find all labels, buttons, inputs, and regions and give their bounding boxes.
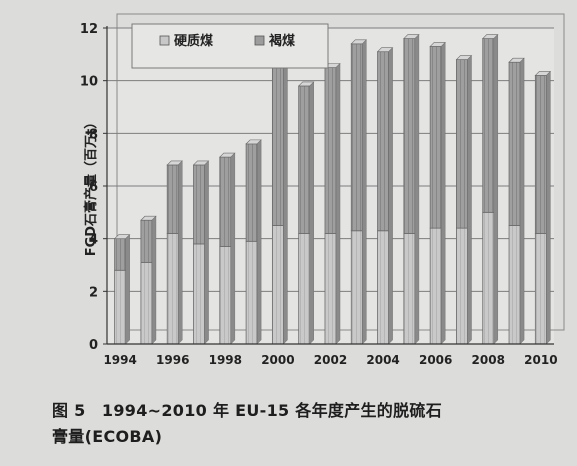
axes: 0 2 4 6 8 10 12 1994 1996 1998 2000 2002 2004 2006 200…	[80, 22, 558, 367]
x-tick-label: 1998	[209, 353, 242, 367]
bar-side-2005	[414, 34, 420, 345]
bar-lignite-1997	[193, 164, 205, 245]
bar-hard-coal-2003	[350, 230, 363, 345]
y-tick-label: 10	[80, 75, 98, 90]
bar-hard-coal-1999	[245, 240, 258, 345]
bar-side-1999	[256, 139, 262, 345]
bar-hard-coal-1994	[114, 269, 127, 345]
x-tick-label: 2002	[314, 353, 347, 367]
y-axis-label: FGD石膏产量（百万t）	[83, 116, 99, 257]
caption-line-1: 图 5 1994~2010 年 EU-15 各年度产生的脱硫石	[52, 401, 443, 420]
legend-label: 硬质煤	[174, 33, 213, 49]
bar-hard-coal-1998	[219, 246, 232, 345]
bar-side-2008	[493, 34, 498, 345]
bar-lignite-2005	[403, 38, 416, 234]
bar-hard-coal-2007	[456, 227, 468, 345]
x-tick-label: 2004	[366, 353, 399, 367]
bar-lignite-1999	[245, 143, 258, 242]
bar-hard-coal-2005	[403, 232, 416, 345]
bar-lignite-1995	[140, 219, 153, 263]
legend-swatch	[159, 35, 170, 46]
bar-side-1996	[178, 160, 183, 345]
bar-hard-coal-1997	[193, 243, 205, 345]
bar-side-2007	[467, 55, 472, 345]
bar-hard-coal-2010	[534, 232, 547, 345]
x-tick-label: 1994	[103, 353, 136, 367]
bar-lignite-1998	[219, 156, 232, 247]
bar-lignite-2003	[350, 43, 363, 232]
bars	[113, 34, 552, 345]
y-tick-label: 2	[89, 285, 98, 300]
bar-side-2001	[309, 81, 314, 345]
bar-hard-coal-2000	[271, 225, 284, 345]
bar-hard-coal-1995	[140, 261, 153, 345]
bar-side-2002	[335, 63, 341, 345]
bar-hard-coal-2001	[298, 232, 311, 345]
legend-swatch	[254, 35, 265, 46]
bar-lignite-2004	[377, 51, 390, 232]
bar-lignite-2006	[429, 46, 442, 229]
bar-lignite-2000	[271, 61, 284, 226]
x-tick-label: 2010	[524, 353, 557, 367]
bar-side-2009	[519, 57, 525, 345]
x-tick-label: 2006	[419, 353, 452, 367]
y-tick-label: 6	[89, 180, 98, 195]
bar-side-1998	[230, 152, 236, 345]
bar-hard-coal-2004	[377, 230, 390, 345]
bar-lignite-2002	[324, 67, 337, 234]
y-tick-label: 12	[80, 22, 98, 37]
bar-hard-coal-2002	[324, 232, 337, 345]
legend-box	[131, 23, 329, 69]
y-tick-label: 8	[89, 127, 98, 142]
y-tick-label: 4	[89, 233, 98, 248]
bar-side-1994	[125, 234, 130, 345]
legend-label: 褐煤	[268, 33, 295, 49]
bar-side-2003	[362, 39, 367, 345]
bar-lignite-1994	[114, 238, 127, 271]
bar-hard-coal-2008	[482, 211, 495, 345]
bar-side-2006	[440, 41, 446, 345]
bar-side-1997	[204, 160, 209, 345]
bar-side-2004	[388, 47, 393, 345]
bar-lignite-2008	[482, 38, 495, 213]
caption-line-2: 膏量(ECOBA)	[52, 427, 163, 446]
bar-side-2010	[546, 70, 551, 345]
x-tick-label: 2008	[472, 353, 505, 367]
bar-lignite-2001	[298, 85, 311, 234]
chart: 0 2 4 6 8 10 12 1994 1996 1998 2000 2002 2004 2006 200…	[80, 13, 565, 367]
legend: 硬质煤 褐煤	[131, 23, 329, 69]
x-tick-label: 2000	[261, 353, 294, 367]
bar-lignite-1996	[166, 164, 179, 234]
bar-side-2000	[283, 57, 288, 345]
bar-lignite-2010	[534, 75, 547, 234]
bar-lignite-2009	[508, 61, 521, 226]
bar-hard-coal-2009	[508, 225, 521, 345]
bar-hard-coal-1996	[166, 232, 179, 345]
y-tick-label: 0	[89, 338, 98, 353]
bar-lignite-2007	[456, 59, 468, 229]
x-tick-label: 1996	[156, 353, 189, 367]
bar-side-1995	[151, 215, 157, 345]
figure-caption: 图 5 1994~2010 年 EU-15 各年度产生的脱硫石 膏量(ECOBA…	[52, 398, 562, 450]
plot-back-wall	[116, 13, 565, 331]
bar-hard-coal-2006	[429, 227, 442, 345]
